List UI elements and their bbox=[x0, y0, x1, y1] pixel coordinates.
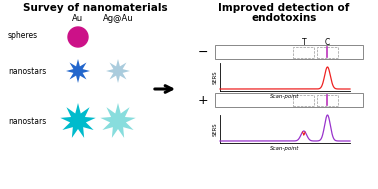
Polygon shape bbox=[100, 103, 136, 138]
Text: endotoxins: endotoxins bbox=[251, 13, 317, 23]
Text: SERS: SERS bbox=[213, 122, 218, 136]
Text: nanostars: nanostars bbox=[8, 67, 46, 75]
Text: C: C bbox=[325, 38, 330, 47]
Text: nanostars: nanostars bbox=[8, 116, 46, 125]
Text: +: + bbox=[198, 94, 208, 106]
Text: Ag@Au: Ag@Au bbox=[103, 14, 133, 23]
Bar bbox=[215, 93, 363, 107]
Text: spheres: spheres bbox=[8, 32, 38, 40]
Text: Survey of nanomaterials: Survey of nanomaterials bbox=[23, 3, 167, 13]
Polygon shape bbox=[60, 103, 96, 138]
Polygon shape bbox=[106, 59, 130, 83]
Bar bbox=[293, 94, 314, 105]
Bar bbox=[317, 46, 338, 57]
Text: T: T bbox=[302, 38, 306, 47]
Polygon shape bbox=[66, 59, 90, 83]
Text: Improved detection of: Improved detection of bbox=[218, 3, 350, 13]
Bar bbox=[293, 46, 314, 57]
Circle shape bbox=[68, 27, 88, 47]
Bar bbox=[317, 94, 338, 105]
Bar bbox=[215, 45, 363, 59]
Text: −: − bbox=[198, 46, 208, 59]
Text: SERS: SERS bbox=[213, 70, 218, 84]
Text: Au: Au bbox=[73, 14, 84, 23]
Text: Scan-point: Scan-point bbox=[270, 146, 300, 151]
Text: Scan-point: Scan-point bbox=[270, 94, 300, 99]
